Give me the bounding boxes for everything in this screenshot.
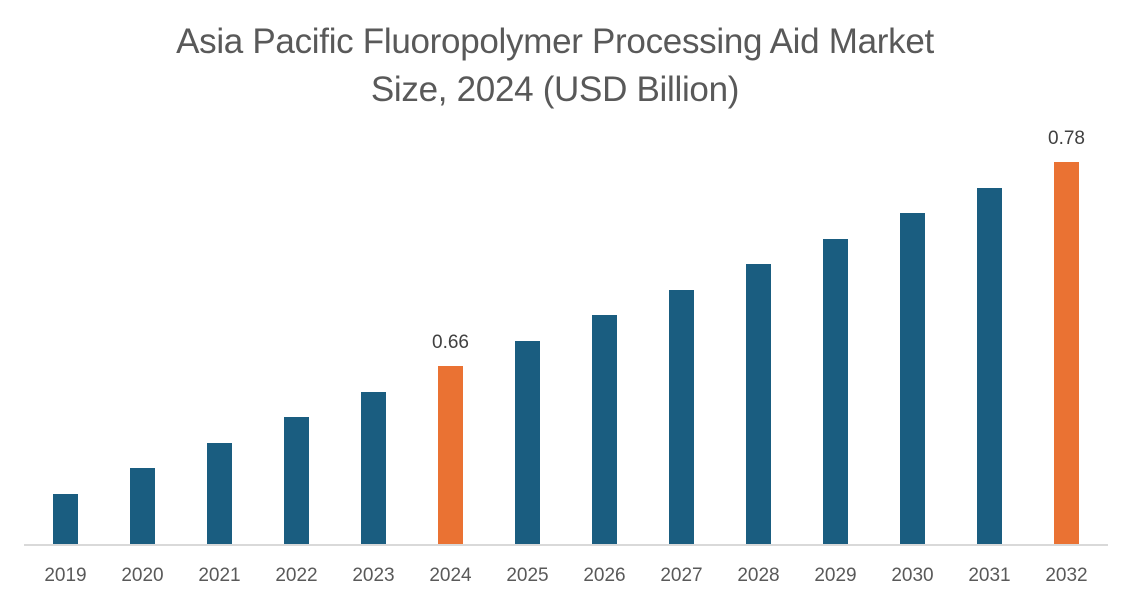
chart-title: Asia Pacific Fluoropolymer Processing Ai…: [0, 18, 1110, 114]
bar-2022: [284, 417, 309, 544]
x-tick-label-2028: 2028: [737, 565, 780, 586]
x-tick-label-2030: 2030: [891, 565, 934, 586]
bar-2028: [746, 264, 771, 544]
x-tick-label-2023: 2023: [352, 565, 395, 586]
bar-2032: [1054, 162, 1079, 544]
x-tick-label-2021: 2021: [198, 565, 241, 586]
data-label-2032: 0.78: [1048, 128, 1085, 149]
x-tick-label-2032: 2032: [1045, 565, 1088, 586]
x-tick-label-2024: 2024: [429, 565, 472, 586]
x-tick-label-2022: 2022: [275, 565, 318, 586]
data-label-2024: 0.66: [432, 332, 469, 353]
x-tick-label-2026: 2026: [583, 565, 626, 586]
x-tick-label-2025: 2025: [506, 565, 549, 586]
x-tick-label-2020: 2020: [121, 565, 164, 586]
x-tick-label-2029: 2029: [814, 565, 857, 586]
bar-2031: [977, 187, 1002, 544]
bar-2027: [669, 289, 694, 544]
x-tick-label-2031: 2031: [968, 565, 1011, 586]
bar-2020: [130, 468, 155, 544]
bar-2021: [207, 442, 232, 544]
x-tick-label-2019: 2019: [44, 565, 87, 586]
bar-2024: [438, 366, 463, 544]
chart-title-line-2: Size, 2024 (USD Billion): [370, 70, 740, 109]
chart-title-line-1: Asia Pacific Fluoropolymer Processing Ai…: [176, 22, 934, 61]
x-tick-label-2027: 2027: [660, 565, 703, 586]
bar-2025: [515, 340, 540, 544]
bar-2029: [823, 238, 848, 544]
x-axis-line: [24, 544, 1108, 546]
bar-2026: [592, 315, 617, 544]
bar-2023: [361, 391, 386, 544]
bar-2030: [900, 213, 925, 544]
bar-2019: [53, 493, 78, 544]
